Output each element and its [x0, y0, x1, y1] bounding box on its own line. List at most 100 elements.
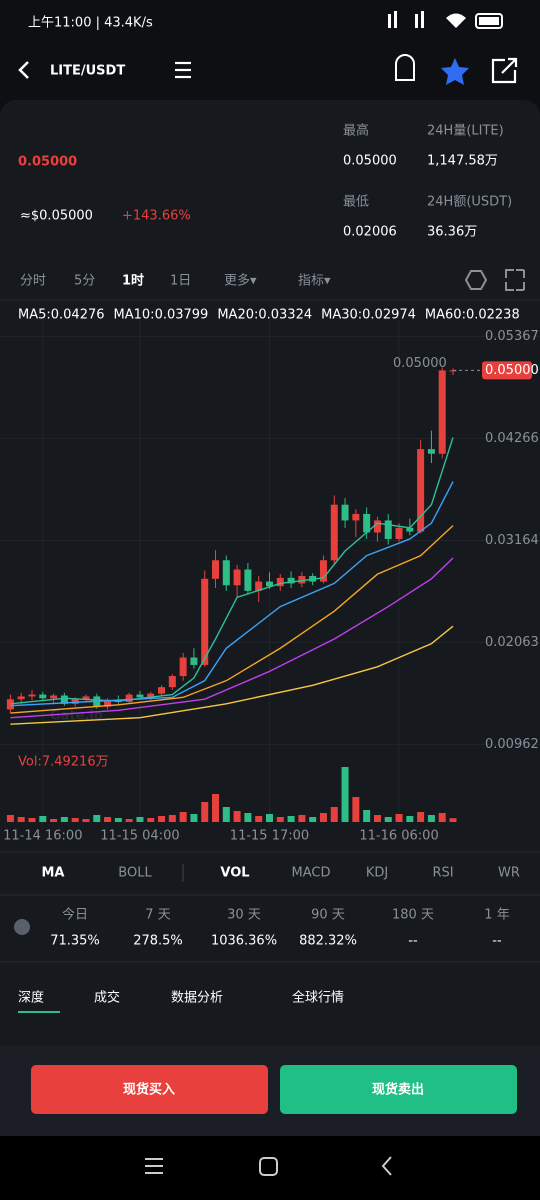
back-button[interactable] [18, 61, 29, 79]
time-tab[interactable]: 分时 [20, 274, 46, 289]
stat-value: 1,147.58万 [427, 154, 498, 169]
usd-price: ≈$0.05000 [20, 209, 93, 224]
buy-label[interactable]: 现货买入 [123, 1082, 175, 1098]
nav-menu[interactable] [145, 1158, 163, 1174]
status-icons [388, 11, 503, 29]
candle-body [136, 694, 144, 698]
pair-title[interactable]: LITE/USDT [50, 64, 125, 79]
x-tick-label: 11-15 04:00 [100, 829, 179, 844]
sell-button[interactable] [280, 1065, 517, 1114]
nav-back[interactable] [381, 1156, 392, 1176]
indicator-tab[interactable]: WR [498, 866, 520, 881]
indicator-tab[interactable]: KDJ [366, 866, 388, 881]
time-tab[interactable]: 1时 [122, 273, 144, 289]
volume-bar [60, 817, 68, 822]
last-price-note: 0.05000 [393, 356, 447, 371]
time-tab[interactable]: 指标▾ [298, 274, 331, 289]
performance-value: 278.5% [133, 934, 183, 949]
y-tick-label: 0.00962 [485, 737, 539, 752]
buy-button[interactable] [31, 1065, 268, 1114]
nav-bar [0, 1136, 540, 1200]
content-tab[interactable]: 深度 [18, 990, 44, 1006]
candle-body [244, 569, 252, 591]
candle-body [276, 577, 284, 587]
stat-label: 最低 [343, 195, 369, 210]
last-price-box [482, 361, 532, 380]
legend-entry: MA60:0.02238 [425, 308, 520, 323]
last-price: 0.05000 [18, 155, 77, 170]
sell-label[interactable]: 现货卖出 [372, 1082, 424, 1098]
volume-bar [114, 818, 122, 822]
candle-body [352, 513, 360, 521]
performance-value: -- [408, 934, 418, 949]
volume-bar [136, 817, 144, 822]
candle-body [158, 687, 166, 694]
volume-bar [276, 817, 284, 822]
candle-body [255, 581, 263, 591]
indicator-tab[interactable]: MA [42, 866, 65, 881]
indicator-tab[interactable]: BOLL [118, 866, 152, 881]
volume-bar [449, 818, 457, 822]
performance-header: 90 天 [311, 908, 345, 923]
candle-body [179, 657, 187, 677]
content-tab[interactable]: 成交 [94, 990, 120, 1006]
stat-label: 24H量(LITE) [427, 124, 504, 139]
candle-body [6, 699, 14, 710]
candle-body [330, 504, 338, 561]
time-tab[interactable]: 更多▾ [224, 273, 257, 289]
content-tab[interactable]: 数据分析 [171, 991, 223, 1006]
volume-bar [168, 815, 176, 822]
performance-header: 7 天 [145, 908, 170, 923]
indicator-tab[interactable]: VOL [220, 866, 249, 881]
candle-body [39, 694, 47, 699]
volume-bar [309, 817, 317, 822]
x-tick-label: 11-16 06:00 [359, 829, 438, 844]
time-tab[interactable]: 5分 [74, 274, 95, 289]
volume-bar [190, 814, 198, 822]
share-icon[interactable] [491, 57, 518, 84]
time-tab[interactable]: 1日 [170, 274, 191, 289]
volume-bar [287, 816, 295, 822]
candle-body [233, 569, 241, 586]
panel [0, 100, 540, 1146]
favorite-icon[interactable] [441, 58, 469, 85]
x-tick-label: 11-14 16:00 [3, 829, 82, 844]
volume-bar [341, 767, 349, 822]
volume-label: Vol:7.49216万 [18, 755, 109, 770]
candle-body [28, 694, 36, 697]
volume-bar [406, 816, 414, 822]
volume-bar [17, 817, 25, 822]
y-tick-label: 0.03164 [485, 533, 539, 548]
fullscreen-icon[interactable] [505, 269, 525, 291]
menu-icon[interactable] [175, 61, 191, 79]
candle-body [417, 449, 425, 532]
volume-bar [158, 816, 166, 822]
candle-body [427, 449, 435, 454]
volume-bar [222, 807, 230, 822]
candle-body [60, 695, 68, 704]
candle-body [373, 520, 381, 533]
candle-body [395, 527, 403, 539]
y-tick-label: 0.02063 [485, 635, 539, 650]
volume-bar [395, 814, 403, 822]
info-icon[interactable] [14, 919, 30, 935]
indicator-tab[interactable]: RSI [432, 866, 453, 881]
indicator-tab[interactable]: MACD [292, 866, 331, 881]
y-tick-label: 0.04266 [485, 431, 539, 446]
status-time: 上午11:00 | 43.4K/s [28, 16, 153, 31]
legend-entry: MA5:0.04276 [18, 308, 105, 323]
volume-bar [6, 815, 14, 822]
legend-entry: MA30:0.02974 [321, 308, 416, 323]
candle-body [201, 578, 209, 665]
settings-icon[interactable] [464, 270, 488, 290]
candle-body [125, 694, 133, 702]
content-tab[interactable]: 全球行情 [292, 990, 344, 1006]
volume-bar [319, 813, 327, 822]
volume-bar [179, 812, 187, 822]
alert-icon[interactable] [395, 54, 415, 81]
nav-home[interactable] [259, 1157, 278, 1176]
volume-bar [417, 812, 425, 822]
candle-body [71, 699, 79, 704]
performance-header: 180 天 [392, 908, 434, 923]
